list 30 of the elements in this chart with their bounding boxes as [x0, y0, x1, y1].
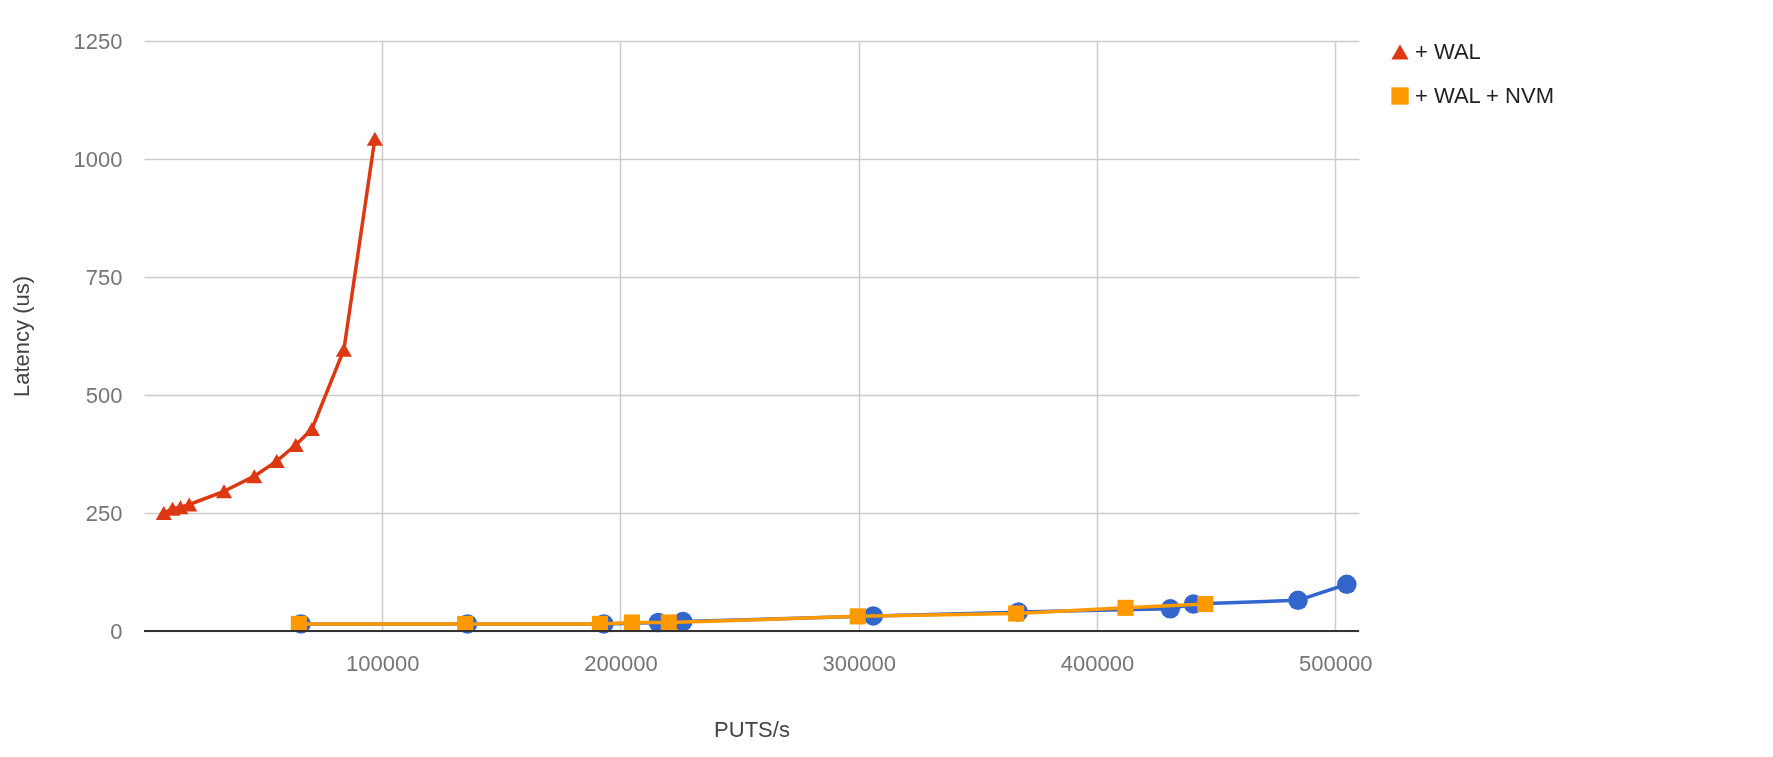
y-tick-label: 250: [85, 500, 123, 526]
point: [366, 131, 383, 146]
y-tick-label: 0: [110, 618, 123, 644]
point: [155, 506, 172, 520]
point: [1117, 599, 1134, 616]
x-tick-label: 400000: [1060, 650, 1135, 676]
point: [215, 484, 233, 499]
point: [287, 438, 304, 453]
x-tick-label: 100000: [346, 650, 420, 676]
point: [268, 454, 285, 469]
x-tick-label: 300000: [822, 650, 896, 676]
point: [335, 342, 352, 357]
x-tick-label: 200000: [584, 650, 658, 676]
legend-label: + WAL + NVM: [1415, 83, 1554, 108]
y-axis-title: Latency (us): [8, 275, 34, 398]
legend-label: + WAL: [1415, 39, 1481, 64]
y-tick-label: 1000: [73, 146, 123, 172]
y-tick-label: 500: [85, 382, 123, 408]
point: [849, 608, 866, 625]
point: [1288, 590, 1308, 611]
point: [246, 469, 263, 484]
x-tick-label: 500000: [1298, 650, 1373, 676]
y-tick-label: 750: [85, 264, 123, 290]
point: [660, 614, 677, 631]
point: [1337, 574, 1357, 594]
point: [303, 422, 321, 436]
x-axis-title: PUTS/s: [714, 716, 790, 742]
point: [1197, 596, 1214, 613]
y-tick-label: 1250: [73, 28, 123, 54]
point: [623, 614, 640, 631]
